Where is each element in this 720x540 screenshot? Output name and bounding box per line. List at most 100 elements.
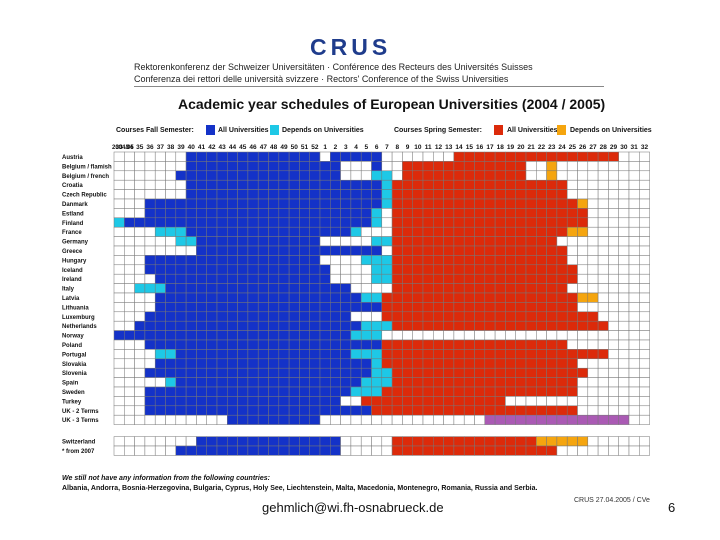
schedule-cell <box>216 151 228 162</box>
schedule-cell <box>330 245 341 256</box>
schedule-cell <box>360 292 372 303</box>
schedule-cell <box>268 349 280 360</box>
schedule-cell <box>494 414 506 425</box>
week-label: 48 <box>270 144 278 151</box>
country-label: Finland <box>62 221 84 227</box>
schedule-cell <box>360 405 372 416</box>
schedule-cell <box>113 320 125 331</box>
schedule-cell <box>206 161 218 172</box>
schedule-cell <box>505 189 516 200</box>
schedule-cell <box>628 330 640 341</box>
schedule-cell <box>196 292 207 303</box>
schedule-cell <box>608 236 619 247</box>
schedule-cell <box>113 349 125 360</box>
schedule-cell <box>175 386 187 397</box>
schedule-cell <box>463 377 475 388</box>
schedule-cell <box>319 311 331 322</box>
schedule-cell <box>484 367 496 378</box>
schedule-cell <box>299 436 310 447</box>
schedule-cell <box>556 273 568 284</box>
schedule-cell <box>536 377 547 388</box>
schedule-cell <box>360 339 372 350</box>
schedule-cell <box>618 189 630 200</box>
schedule-cell <box>618 386 630 397</box>
schedule-cell <box>494 151 506 162</box>
schedule-cell <box>360 377 372 388</box>
schedule-cell <box>443 161 455 172</box>
schedule-cell <box>216 208 228 219</box>
schedule-cell <box>515 161 527 172</box>
schedule-cell <box>371 226 383 237</box>
schedule-cell <box>299 320 310 331</box>
schedule-cell <box>433 198 444 209</box>
schedule-cell <box>330 198 341 209</box>
schedule-cell <box>237 445 249 456</box>
schedule-cell <box>453 189 465 200</box>
schedule-cell <box>124 405 135 416</box>
schedule-cell <box>422 377 434 388</box>
schedule-cell <box>402 245 413 256</box>
schedule-cell <box>628 151 640 162</box>
schedule-cell <box>350 386 362 397</box>
schedule-cell <box>484 217 496 228</box>
schedule-cell <box>185 377 197 388</box>
schedule-cell <box>566 367 578 378</box>
schedule-cell <box>288 302 300 313</box>
schedule-cell <box>350 245 362 256</box>
schedule-cell <box>175 292 187 303</box>
schedule-cell <box>247 396 259 407</box>
schedule-cell <box>639 236 650 247</box>
schedule-cell <box>453 179 465 190</box>
schedule-cell <box>484 302 496 313</box>
schedule-cell <box>402 396 413 407</box>
week-label: 49 <box>280 144 288 151</box>
schedule-cell <box>412 396 424 407</box>
schedule-cell <box>628 339 640 350</box>
schedule-cell <box>257 273 269 284</box>
schedule-cell <box>412 179 424 190</box>
schedule-cell <box>144 161 156 172</box>
schedule-cell <box>175 255 187 266</box>
schedule-cell <box>309 358 321 369</box>
schedule-cell <box>536 179 547 190</box>
schedule-cell <box>587 255 599 266</box>
schedule-cell <box>134 339 146 350</box>
schedule-cell <box>463 414 475 425</box>
schedule-cell <box>247 226 259 237</box>
schedule-cell <box>134 179 146 190</box>
schedule-cell <box>587 405 599 416</box>
schedule-cell <box>309 311 321 322</box>
schedule-cell <box>443 255 455 266</box>
schedule-cell <box>206 292 218 303</box>
week-label: 14 <box>455 144 463 151</box>
schedule-cell <box>474 330 486 341</box>
schedule-cell <box>618 226 630 237</box>
schedule-cell <box>124 436 135 447</box>
schedule-cell <box>237 330 249 341</box>
schedule-cell <box>639 320 650 331</box>
schedule-cell <box>515 396 527 407</box>
schedule-cell <box>206 339 218 350</box>
schedule-cell <box>443 264 455 275</box>
schedule-cell <box>268 226 280 237</box>
schedule-cell <box>556 349 568 360</box>
schedule-cell <box>340 311 352 322</box>
schedule-cell <box>474 255 486 266</box>
schedule-cell <box>134 414 146 425</box>
schedule-cell <box>463 283 475 294</box>
schedule-cell <box>484 226 496 237</box>
week-label: 21 <box>528 144 536 151</box>
schedule-cell <box>453 264 465 275</box>
schedule-cell <box>340 405 352 416</box>
schedule-cell <box>525 386 537 397</box>
schedule-cell <box>391 396 403 407</box>
schedule-cell <box>463 405 475 416</box>
schedule-cell <box>546 236 558 247</box>
schedule-cell <box>391 208 403 219</box>
schedule-cell <box>505 217 516 228</box>
schedule-cell <box>247 349 259 360</box>
schedule-cell <box>381 349 393 360</box>
schedule-cell <box>237 198 249 209</box>
schedule-cell <box>453 320 465 331</box>
schedule-cell <box>608 445 619 456</box>
